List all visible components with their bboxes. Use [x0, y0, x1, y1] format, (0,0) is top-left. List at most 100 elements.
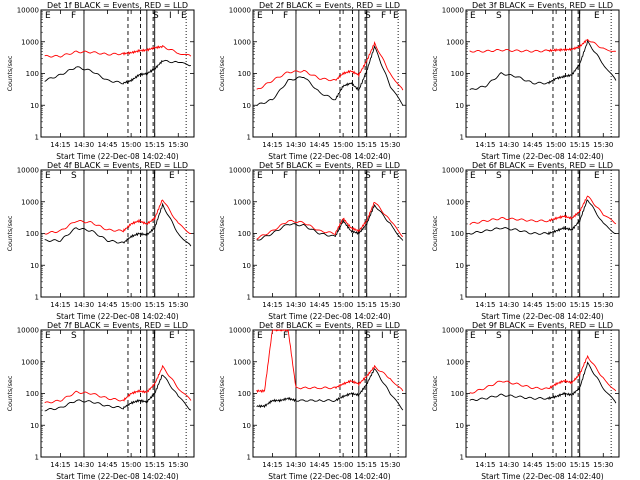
y-tick-label: 1	[460, 134, 464, 142]
marker-letter: E	[169, 171, 175, 181]
y-tick-label: 10	[455, 422, 464, 430]
y-tick-label: 10000	[442, 7, 464, 15]
series-line-lld	[469, 354, 617, 394]
y-tick-label: 10	[30, 422, 39, 430]
chart-panel-det-8: Det 8f BLACK = Events, RED = LLD Counts/s…	[218, 321, 407, 480]
x-axis-label: Start Time (22-Dec-08 14:02:40)	[56, 152, 178, 160]
x-tick-label: 15:30	[380, 301, 400, 309]
y-tick-label: 1	[460, 294, 464, 302]
x-axis-label: Start Time (22-Dec-08 14:02:40)	[268, 152, 390, 160]
marker-letter: E	[45, 331, 51, 341]
series-line-lld	[44, 45, 192, 58]
y-tick-label: 10000	[17, 327, 39, 335]
chart-title: Det 5f BLACK = Events, RED = LLD	[259, 161, 400, 170]
y-tick-label: 1000	[233, 358, 251, 366]
x-tick-label: 15:30	[380, 461, 400, 469]
marker-letter: E	[470, 331, 476, 341]
marker-letter: E	[594, 11, 600, 21]
marker-letter: E	[594, 171, 600, 181]
x-tick-label: 15:00	[121, 141, 141, 149]
x-tick-label: 15:00	[333, 141, 353, 149]
y-tick-label: 1000	[233, 198, 251, 206]
y-tick-label: 100	[26, 230, 39, 238]
marker-letter: S	[365, 11, 371, 21]
y-tick-label: 1000	[21, 358, 39, 366]
y-tick-label: 10000	[229, 7, 251, 15]
plot-frame	[40, 169, 195, 298]
chart-panel-det-6: Det 6f BLACK = Events, RED = LLD Counts/s…	[431, 161, 620, 320]
chart-title: Det 7f BLACK = Events, RED = LLD	[47, 321, 188, 330]
x-tick-label: 15:30	[593, 301, 613, 309]
y-tick-label: 10	[30, 102, 39, 110]
x-tick-label: 14:45	[309, 301, 329, 309]
x-tick-label: 15:15	[145, 141, 165, 149]
x-tick-label: 14:15	[262, 301, 282, 309]
x-axis-label: Start Time (22-Dec-08 14:02:40)	[268, 472, 390, 480]
marker-letter: S	[496, 11, 502, 21]
chart-title: Det 8f BLACK = Events, RED = LLD	[259, 321, 400, 330]
marker-letter: E	[470, 11, 476, 21]
y-tick-label: 10	[455, 262, 464, 270]
x-axis-label: Start Time (22-Dec-08 14:02:40)	[481, 152, 603, 160]
series-line-events	[256, 45, 404, 107]
marker-letter: I	[578, 331, 581, 341]
y-tick-label: 10	[455, 102, 464, 110]
x-axis-label: Start Time (22-Dec-08 14:02:40)	[481, 472, 603, 480]
marker-letter: E	[257, 331, 263, 341]
y-axis-label: Counts/sec	[6, 55, 14, 91]
plot-frame	[465, 329, 620, 458]
y-tick-label: 10000	[229, 327, 251, 335]
series-line-events	[44, 202, 192, 247]
chart-title: Det 4f BLACK = Events, RED = LLD	[47, 161, 188, 170]
x-tick-label: 15:15	[357, 461, 377, 469]
marker-letter: F	[283, 11, 288, 21]
y-tick-label: 1	[460, 454, 464, 462]
x-tick-label: 15:00	[121, 461, 141, 469]
series-line-events	[256, 203, 404, 241]
marker-letter: S	[153, 11, 159, 21]
marker-letter: I	[578, 11, 581, 21]
x-tick-label: 14:30	[499, 461, 519, 469]
x-tick-label: 14:30	[286, 301, 306, 309]
y-tick-label: 10000	[229, 167, 251, 175]
marker-letter: F	[71, 11, 76, 21]
marker-letter: E	[257, 171, 263, 181]
series-line-lld	[44, 364, 192, 404]
chart-panel-det-2: Det 2f BLACK = Events, RED = LLD Counts/s…	[218, 1, 407, 160]
y-tick-label: 10000	[442, 327, 464, 335]
y-tick-label: 1	[35, 454, 39, 462]
chart-title: Det 2f BLACK = Events, RED = LLD	[259, 1, 400, 10]
x-tick-label: 14:45	[309, 141, 329, 149]
x-tick-label: 15:15	[145, 301, 165, 309]
series-line-events	[469, 39, 617, 91]
chart-panel-det-9: Det 9f BLACK = Events, RED = LLD Counts/s…	[431, 321, 620, 480]
marker-letter: E	[257, 11, 263, 21]
series-line-events	[469, 199, 616, 235]
x-tick-label: 14:45	[97, 461, 117, 469]
x-tick-label: 15:15	[357, 141, 377, 149]
marker-letter: S	[71, 171, 77, 181]
x-axis-label: Start Time (22-Dec-08 14:02:40)	[481, 312, 603, 320]
x-tick-label: 14:45	[309, 461, 329, 469]
y-tick-label: 1000	[21, 198, 39, 206]
marker-letter: E	[470, 171, 476, 181]
x-tick-label: 15:00	[333, 461, 353, 469]
marker-letter: I	[578, 171, 581, 181]
x-tick-label: 14:45	[522, 301, 542, 309]
y-tick-label: 1000	[21, 38, 39, 46]
x-tick-label: 14:15	[475, 301, 495, 309]
x-tick-label: 14:15	[262, 461, 282, 469]
marker-letter: E	[169, 331, 175, 341]
y-tick-label: 100	[238, 70, 251, 78]
marker-letter: I	[169, 11, 172, 21]
y-axis-label: Counts/sec	[218, 55, 226, 91]
x-tick-label: 14:30	[74, 461, 94, 469]
x-tick-label: 14:15	[50, 301, 70, 309]
y-axis-label: Counts/sec	[431, 55, 439, 91]
y-tick-label: 100	[26, 390, 39, 398]
y-axis-label: Counts/sec	[6, 215, 14, 251]
series-line-events	[256, 368, 404, 411]
plot-frame	[465, 9, 620, 138]
chart-panel-det-7: Det 7f BLACK = Events, RED = LLD Counts/s…	[6, 321, 195, 480]
